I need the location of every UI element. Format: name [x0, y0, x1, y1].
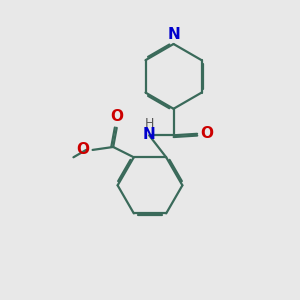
Text: H: H	[144, 117, 154, 130]
Text: N: N	[167, 27, 180, 42]
Text: O: O	[201, 126, 214, 141]
Text: N: N	[143, 127, 155, 142]
Text: O: O	[76, 142, 90, 158]
Text: O: O	[110, 109, 123, 124]
